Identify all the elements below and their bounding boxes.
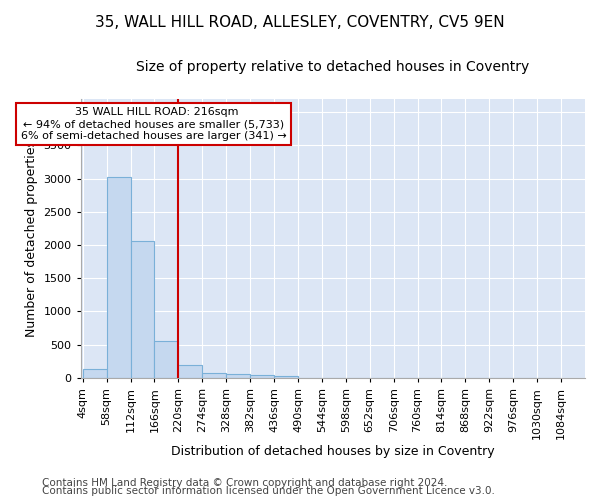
Bar <box>274 376 298 378</box>
Bar <box>154 342 178 378</box>
Bar <box>83 368 107 378</box>
Bar <box>250 376 274 378</box>
Text: 35, WALL HILL ROAD, ALLESLEY, COVENTRY, CV5 9EN: 35, WALL HILL ROAD, ALLESLEY, COVENTRY, … <box>95 15 505 30</box>
Bar <box>226 374 250 378</box>
Text: Contains public sector information licensed under the Open Government Licence v3: Contains public sector information licen… <box>42 486 495 496</box>
X-axis label: Distribution of detached houses by size in Coventry: Distribution of detached houses by size … <box>171 444 494 458</box>
Text: 35 WALL HILL ROAD: 216sqm
← 94% of detached houses are smaller (5,733)
6% of sem: 35 WALL HILL ROAD: 216sqm ← 94% of detac… <box>21 108 286 140</box>
Bar <box>202 372 226 378</box>
Bar <box>131 241 154 378</box>
Text: Contains HM Land Registry data © Crown copyright and database right 2024.: Contains HM Land Registry data © Crown c… <box>42 478 448 488</box>
Y-axis label: Number of detached properties: Number of detached properties <box>25 140 38 337</box>
Bar <box>178 366 202 378</box>
Title: Size of property relative to detached houses in Coventry: Size of property relative to detached ho… <box>136 60 529 74</box>
Bar <box>107 176 131 378</box>
